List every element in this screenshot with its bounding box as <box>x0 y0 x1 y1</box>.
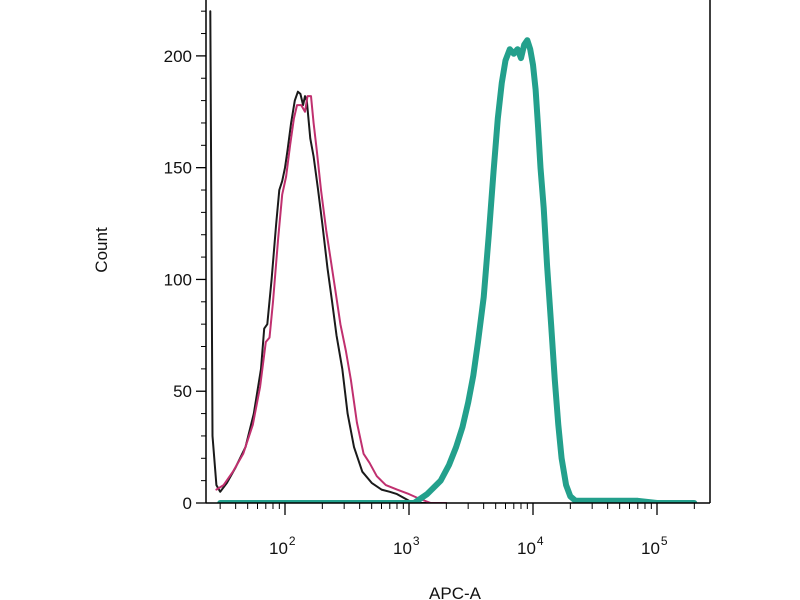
series-line-1 <box>209 10 432 503</box>
x-tick-label: 104 <box>517 534 544 558</box>
y-tick-label: 200 <box>164 47 192 66</box>
x-tick-label: 102 <box>269 534 296 558</box>
x-tick-label: 103 <box>393 534 420 558</box>
axes-layer <box>205 0 711 504</box>
y-axis-label: Count <box>92 227 111 273</box>
y-tick-label: 100 <box>164 270 192 289</box>
y-tick-label: 150 <box>164 159 192 178</box>
ticks-layer: 0 50 100 150 200 102 103 104 105 <box>164 10 695 558</box>
series-line-2 <box>215 95 448 503</box>
x-tick-label: 105 <box>641 534 668 558</box>
y-tick-label: 0 <box>183 494 192 513</box>
y-tick-label: 50 <box>173 382 192 401</box>
series-layer <box>209 10 698 503</box>
series-line-3 <box>217 37 698 503</box>
x-axis-label: APC-A <box>429 584 482 600</box>
